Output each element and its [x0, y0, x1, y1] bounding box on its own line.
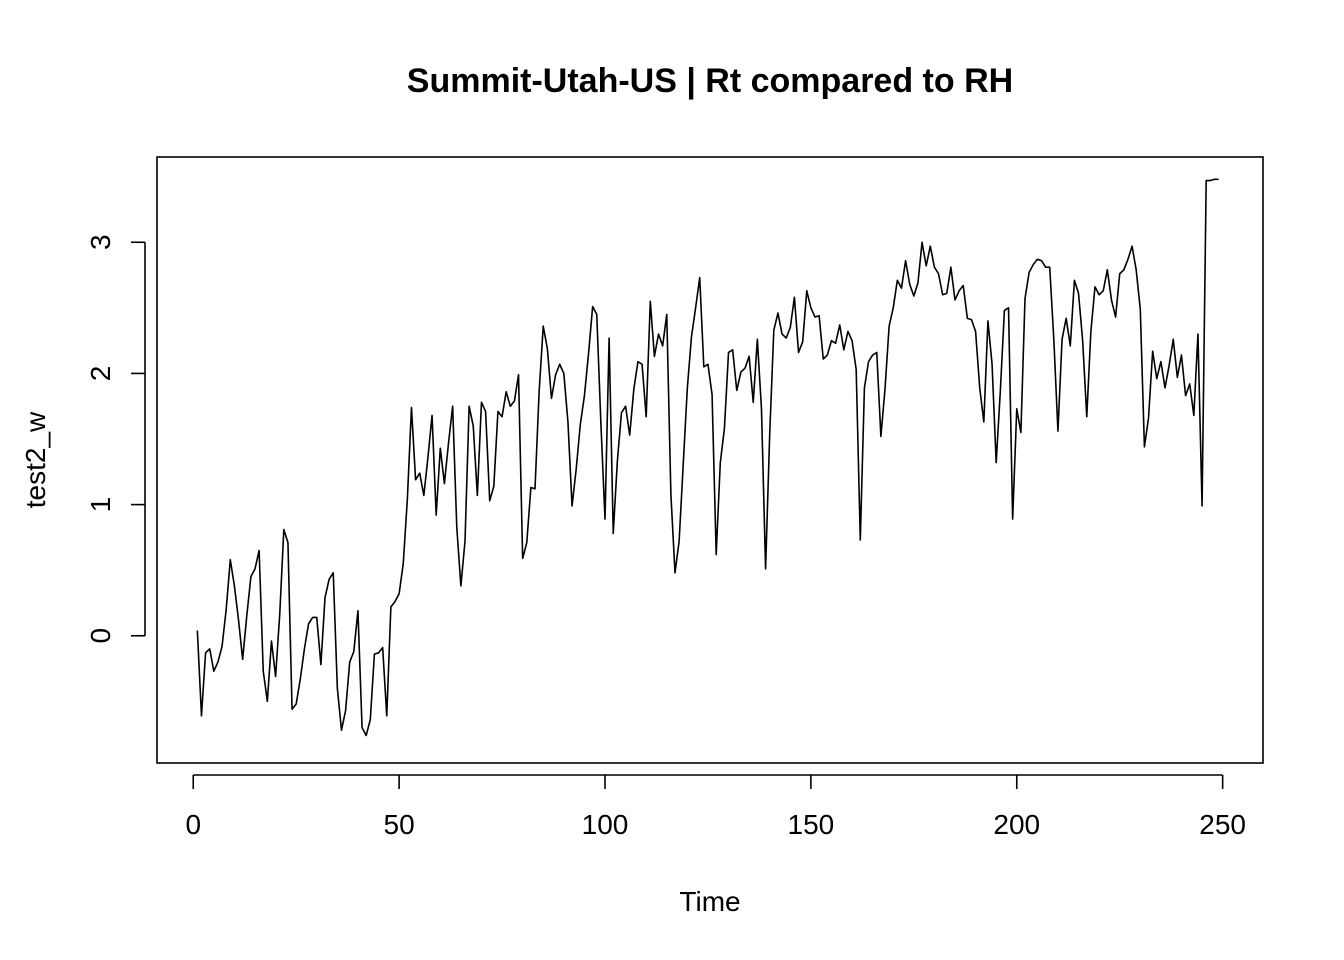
x-axis-label: Time: [679, 886, 740, 917]
x-tick-label: 0: [185, 809, 201, 840]
y-tick-label: 2: [85, 366, 116, 382]
x-tick-label: 150: [788, 809, 835, 840]
x-tick-label: 200: [993, 809, 1040, 840]
x-tick-label: 100: [582, 809, 629, 840]
y-tick-label: 1: [85, 497, 116, 513]
x-tick-label: 50: [384, 809, 415, 840]
chart-title: Summit-Utah-US | Rt compared to RH: [407, 62, 1013, 100]
series-line: [196, 178, 1219, 737]
y-axis: 0 1 2 3: [85, 234, 146, 644]
y-tick-label: 3: [85, 234, 116, 250]
x-axis: 0 50 100 150 200 250: [185, 774, 1246, 840]
y-tick-label: 0: [85, 628, 116, 644]
plot-frame: [156, 156, 1264, 764]
x-tick-label: 250: [1199, 809, 1246, 840]
y-axis-label: test2_w: [20, 411, 51, 508]
plot-area: [156, 156, 1264, 764]
